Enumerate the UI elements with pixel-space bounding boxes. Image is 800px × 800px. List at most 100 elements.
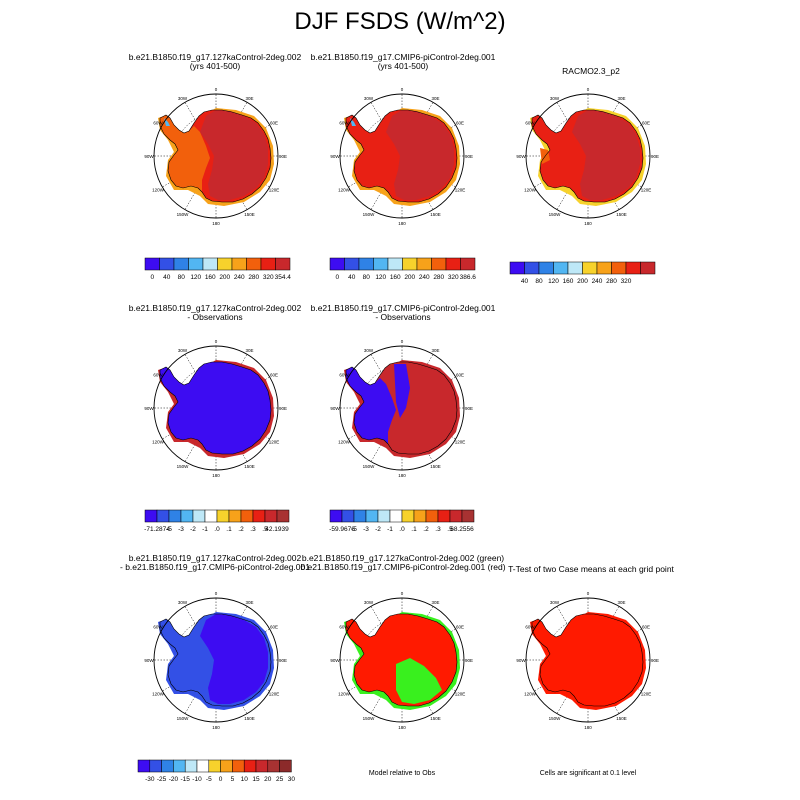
colorbar-tick-label: 160 [390, 274, 401, 281]
panel-title-model-diff: b.e21.B1850.f19_g17.127kaControl-2deg.00… [100, 554, 330, 572]
colorbar-tick-label: .1 [411, 526, 417, 533]
colorbar-tick-label: 280 [433, 274, 444, 281]
colorbar-cell [156, 509, 170, 523]
colorbar-cell [401, 509, 415, 523]
map-boundary [525, 93, 651, 219]
colorbar-tick-label: 386.6 [460, 274, 477, 281]
colorbar-cell [353, 509, 367, 523]
meridian-label: 120W [152, 188, 165, 193]
colorbar-cell [264, 509, 278, 523]
colorbar-cell [329, 257, 345, 271]
panel-title-relative: b.e21.B1850.f19_g17.127kaControl-2deg.00… [288, 554, 518, 572]
colorbar-tick-label: 200 [404, 274, 415, 281]
meridian-label: 30E [245, 96, 253, 101]
meridian-label: 150E [430, 464, 441, 469]
colorbar-tick-label: -59.9676 [329, 526, 355, 533]
meridian-label: 90W [516, 658, 526, 663]
colorbar-cell [437, 509, 451, 523]
significance-field [532, 614, 643, 706]
colorbar-cell [220, 759, 233, 773]
colorbar-cell [509, 261, 525, 275]
panel-title-line: (yrs 401-500) [377, 61, 429, 71]
meridian-label: 0 [401, 591, 404, 596]
meridian-label: 120W [152, 440, 165, 445]
colorbar-tick-label: 280 [248, 274, 259, 281]
colorbar-tick-label: .3 [435, 526, 441, 533]
meridian-label: 150E [616, 212, 627, 217]
colorbar-tick-label: 320 [621, 278, 632, 285]
colorbar-cell [276, 509, 290, 523]
colorbar-tick-label: 120 [190, 274, 201, 281]
colorbar-cell [402, 257, 418, 271]
meridian-label: 30W [364, 348, 374, 353]
meridian-label: 90E [279, 658, 287, 663]
map-boundary [339, 597, 465, 723]
colorbar-model-a: 0 40 80 120 160 200 240 280 320 354.4 [144, 257, 291, 281]
colorbar-cell [377, 509, 391, 523]
colorbar-tick-label: -1 [387, 526, 393, 533]
colorbar-tick-label: .5 [262, 526, 268, 533]
central-bias-field [394, 364, 410, 418]
meridian-label: 120E [455, 188, 466, 193]
meridian-label: 150E [616, 716, 627, 721]
panel-title-diff-b: b.e21.B1850.f19_g17.CMIP6-piControl-2deg… [288, 304, 518, 322]
colorbar-tick-label: 120 [375, 274, 386, 281]
colorbar-cell [173, 257, 189, 271]
colorbar-tick-label: -25 [157, 776, 167, 783]
colorbar-tick-label: -10 [192, 776, 202, 783]
colorbar-diff-b: -59.9676-5 -3 -2 -1 .0 .1 .2 .3 .568.2556 [329, 509, 475, 533]
map-obs: 0 30E 60E 90E 120E 150E 180 150W 120W 90W 60W 30W [516, 87, 659, 226]
meridian-label: 180 [398, 725, 406, 730]
colorbar-cell [161, 759, 174, 773]
meridian-label: 60E [642, 121, 650, 126]
colorbar-cell [168, 509, 182, 523]
meridian-label: 60W [339, 625, 349, 630]
meridian-label: 90W [330, 658, 340, 663]
meridian-label: 120E [269, 188, 280, 193]
colorbar-tick-label: 68.2556 [450, 526, 474, 533]
meridian-label: 0 [587, 87, 590, 92]
colorbar-tick-label: .2 [423, 526, 429, 533]
colorbar-cell [553, 261, 569, 275]
panel-title-line: RACMO2.3_p2 [562, 66, 620, 76]
meridian-label: 30W [178, 348, 188, 353]
colorbar-tick-label: .5 [447, 526, 453, 533]
meridian-label: 60E [270, 625, 278, 630]
meridian-label: 90W [516, 154, 526, 159]
meridian-label: 120E [455, 692, 466, 697]
colorbar-tick-label: -20 [169, 776, 179, 783]
colorbar-tick-label: -15 [180, 776, 190, 783]
colorbar-cell [173, 759, 186, 773]
panel-title-line: - Observations [187, 312, 243, 322]
colorbar-cell [416, 257, 432, 271]
meridian-label: 120W [338, 440, 351, 445]
colorbar-cell [275, 257, 291, 271]
colorbar-cell [260, 257, 276, 271]
colorbar-cell [625, 261, 641, 275]
colorbar-cell [159, 257, 175, 271]
meridian-label: 60W [153, 373, 163, 378]
colorbar-tick-label: 80 [178, 274, 186, 281]
colorbar-cell [149, 759, 162, 773]
meridian-label: 0 [215, 591, 218, 596]
coastline [159, 361, 272, 455]
colorbar-cell [243, 759, 257, 773]
meridian-label: 150E [244, 464, 255, 469]
colorbar-tick-label: 80 [363, 274, 371, 281]
meridian-label: 150W [177, 716, 190, 721]
panel-title-line: b.e21.B1850.f19_g17.CMIP6-piControl-2deg… [310, 52, 496, 62]
note-relative: Model relative to Obs [368, 770, 436, 777]
east-antarctica-field [386, 110, 454, 200]
meridian-label: 60W [153, 625, 163, 630]
meridian-label: 30E [431, 96, 439, 101]
meridian-label: 120W [524, 692, 537, 697]
meridian-label: 60W [525, 625, 535, 630]
colorbar-tick-label: 160 [563, 278, 574, 285]
meridian-label: 120E [641, 188, 652, 193]
colorbar-tick-label: -5 [206, 776, 212, 783]
colorbar-tick-label: .3 [250, 526, 256, 533]
meridian-label: 150W [177, 212, 190, 217]
colorbar-cell [192, 509, 206, 523]
meridian-label: 60E [642, 625, 650, 630]
colorbar-tick-label: 200 [577, 278, 588, 285]
